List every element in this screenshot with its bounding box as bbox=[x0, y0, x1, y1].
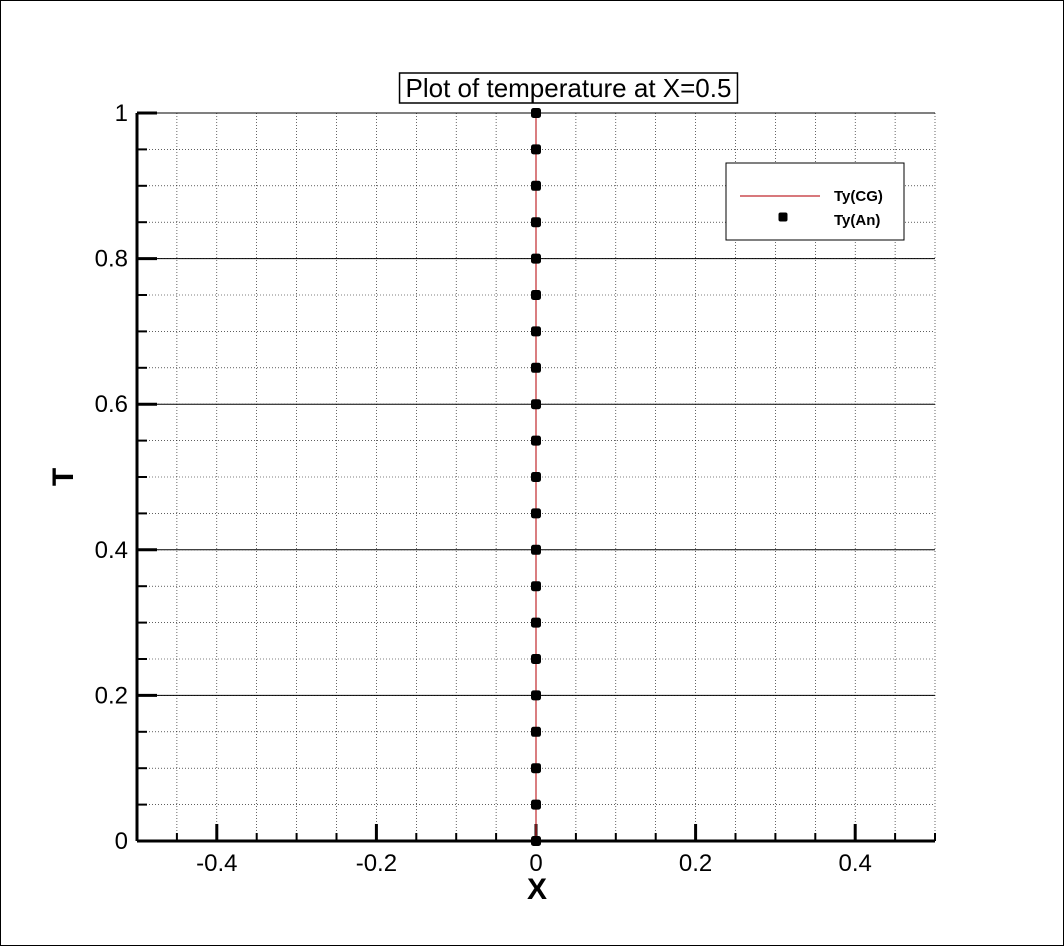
x-tick-label: 0.4 bbox=[839, 850, 872, 877]
data-point-ty-an bbox=[531, 144, 541, 155]
data-point-ty-an bbox=[531, 654, 541, 664]
data-point-ty-an bbox=[531, 472, 541, 482]
data-point-ty-an bbox=[531, 435, 541, 446]
data-point-ty-an bbox=[531, 253, 541, 264]
data-point-ty-an bbox=[531, 180, 541, 191]
data-point-ty-an bbox=[531, 399, 541, 410]
y-tick-label: 0.4 bbox=[95, 537, 128, 564]
data-point-ty-an bbox=[531, 217, 541, 228]
legend-box bbox=[725, 162, 905, 241]
legend-label-ty-cg: Ty(CG) bbox=[834, 188, 883, 205]
chart-title: Plot of temperature at X=0.5 bbox=[406, 73, 732, 103]
axes: -0.4 -0.2 0 0.2 0.4 0 0.2 0.4 0.6 0.8 1 bbox=[95, 100, 936, 877]
x-tick-label: 0.2 bbox=[679, 850, 712, 877]
y-tick-label: 0.8 bbox=[95, 246, 128, 273]
data-point-ty-an bbox=[531, 690, 541, 701]
legend-swatch-ty-an bbox=[778, 212, 788, 222]
data-point-ty-an bbox=[531, 326, 541, 337]
legend: Ty(CG) Ty(An) bbox=[725, 162, 905, 241]
y-axis-title: T bbox=[47, 468, 80, 486]
series-area bbox=[531, 108, 541, 846]
x-axis-title: X bbox=[527, 873, 547, 906]
x-tick-label: -0.4 bbox=[196, 850, 237, 877]
chart-title-box: Plot of temperature at X=0.5 bbox=[398, 72, 739, 104]
x-tick-label: -0.2 bbox=[356, 850, 397, 877]
data-point-ty-an bbox=[531, 726, 541, 737]
data-point-ty-an bbox=[531, 836, 541, 846]
data-point-ty-an bbox=[531, 763, 541, 774]
data-point-ty-an bbox=[531, 544, 541, 555]
data-point-ty-an bbox=[531, 362, 541, 373]
data-point-ty-an bbox=[531, 799, 541, 810]
data-point-ty-an bbox=[531, 108, 541, 118]
y-tick-label: 1 bbox=[115, 100, 128, 127]
y-tick-label: 0.6 bbox=[95, 391, 128, 418]
data-point-ty-an bbox=[531, 290, 541, 300]
data-point-ty-an bbox=[531, 581, 541, 592]
x-tick-label: 0 bbox=[529, 850, 542, 877]
y-tick-label: 0 bbox=[115, 828, 128, 855]
data-point-ty-an bbox=[531, 617, 541, 628]
y-tick-label: 0.2 bbox=[95, 682, 128, 709]
data-point-ty-an bbox=[531, 508, 541, 519]
legend-label-ty-an: Ty(An) bbox=[834, 212, 880, 229]
title-border bbox=[398, 72, 739, 104]
